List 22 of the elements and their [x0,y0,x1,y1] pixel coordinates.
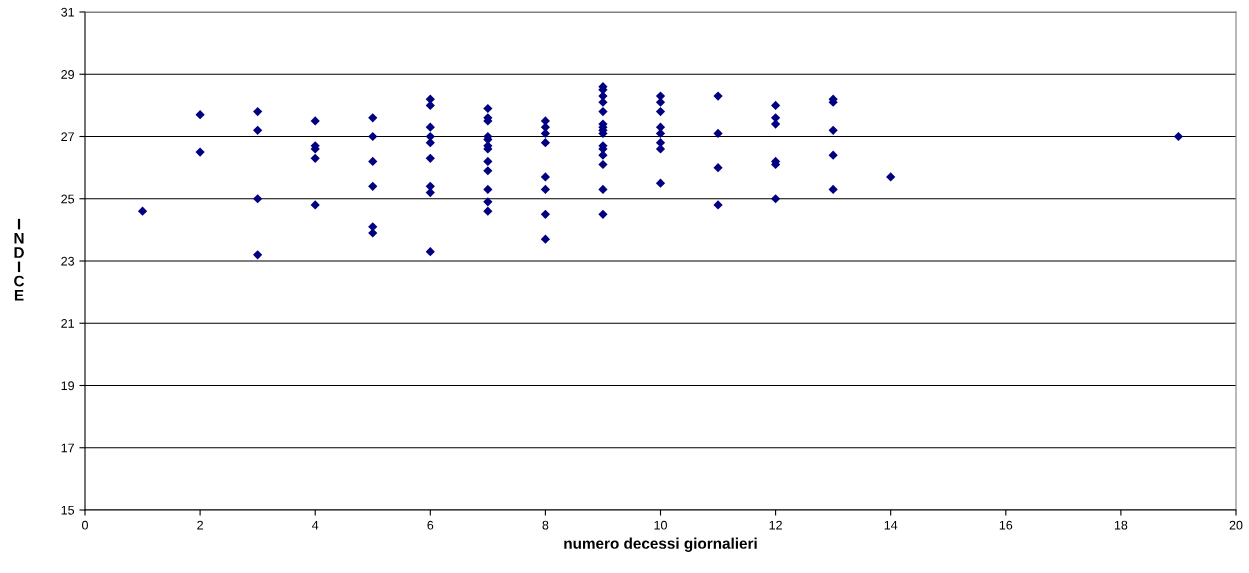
y-tick-label: 15 [61,505,75,515]
y-tick-label: 31 [61,7,74,17]
x-tick-label: 20 [1229,520,1243,530]
y-axis-title: I N D I C E [14,218,25,301]
y-tick-label: 17 [61,443,74,453]
x-tick-label: 0 [82,520,88,530]
x-tick-label: 14 [884,520,898,530]
y-tick-label: 29 [61,70,74,79]
x-tick-label: 18 [1114,520,1128,530]
y-tick-label: 23 [61,256,75,266]
x-tick-label: 2 [197,520,203,530]
x-tick-label: 8 [542,520,549,530]
x-axis-title: numero decessi giornalieri [564,537,757,552]
y-tick-label: 19 [61,381,74,391]
x-tick-label: 10 [654,520,667,530]
y-tick-label: 27 [61,132,74,142]
x-tick-label: 16 [999,520,1013,530]
x-tick-label: 12 [769,520,782,530]
y-tick-label: 25 [61,194,75,204]
x-tick-label: 4 [312,520,319,530]
y-tick-label: 21 [61,319,74,328]
x-tick-label: 6 [427,520,434,530]
